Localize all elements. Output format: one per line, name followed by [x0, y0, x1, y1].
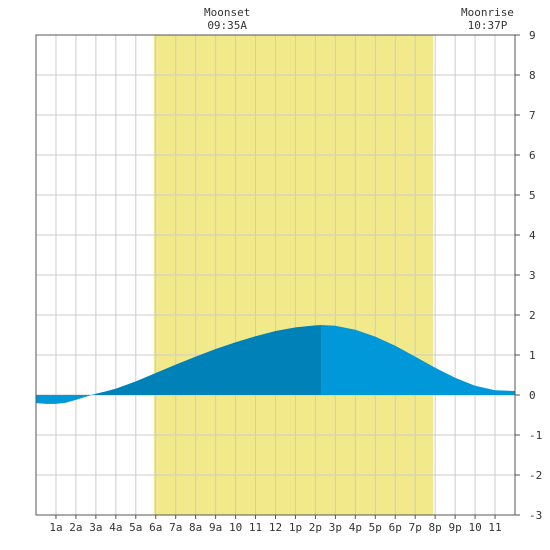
- x-tick-label: 6p: [389, 521, 402, 534]
- tide-area-falling: [321, 325, 515, 395]
- x-tick-label: 9p: [449, 521, 462, 534]
- moon-event-label: Moonrise: [461, 6, 514, 19]
- x-tick-label: 5a: [129, 521, 142, 534]
- x-tick-label: 4p: [349, 521, 362, 534]
- y-tick-label: 4: [529, 229, 536, 242]
- moon-event-time: 10:37P: [468, 19, 508, 32]
- x-tick-label: 12: [269, 521, 282, 534]
- y-tick-label: 7: [529, 109, 536, 122]
- x-tick-label: 11: [488, 521, 501, 534]
- y-tick-label: 9: [529, 29, 536, 42]
- y-tick-label: 1: [529, 349, 536, 362]
- axis-layer: [35, 34, 520, 519]
- y-tick-label: -1: [529, 429, 542, 442]
- x-tick-label: 3p: [329, 521, 342, 534]
- x-tick-label: 9a: [209, 521, 222, 534]
- x-tick-label: 10: [229, 521, 242, 534]
- x-tick-label: 11: [249, 521, 262, 534]
- x-tick-label: 7p: [409, 521, 422, 534]
- x-tick-label: 5p: [369, 521, 382, 534]
- moon-event-time: 09:35A: [207, 19, 247, 32]
- x-tick-label: 2p: [309, 521, 322, 534]
- y-tick-label: 5: [529, 189, 536, 202]
- y-tick-label: 8: [529, 69, 536, 82]
- x-tick-label: 1p: [289, 521, 302, 534]
- grid-layer: [36, 35, 515, 515]
- tide-area-early: [36, 393, 96, 404]
- y-tick-label: 6: [529, 149, 536, 162]
- x-tick-label: 4a: [109, 521, 122, 534]
- tide-area-layer: [36, 325, 515, 404]
- x-tick-label: 7a: [169, 521, 182, 534]
- y-tick-label: 3: [529, 269, 536, 282]
- x-tick-label: 6a: [149, 521, 162, 534]
- y-tick-label: -3: [529, 509, 542, 522]
- x-tick-label: 8p: [429, 521, 442, 534]
- y-tick-label: 2: [529, 309, 536, 322]
- moon-event-label: Moonset: [204, 6, 250, 19]
- x-tick-label: 10: [468, 521, 481, 534]
- x-tick-label: 3a: [89, 521, 102, 534]
- x-tick-label: 8a: [189, 521, 202, 534]
- y-tick-label: 0: [529, 389, 536, 402]
- x-tick-label: 2a: [69, 521, 82, 534]
- y-tick-label: -2: [529, 469, 542, 482]
- tide-area-rising: [36, 325, 322, 404]
- x-tick-label: 1a: [49, 521, 62, 534]
